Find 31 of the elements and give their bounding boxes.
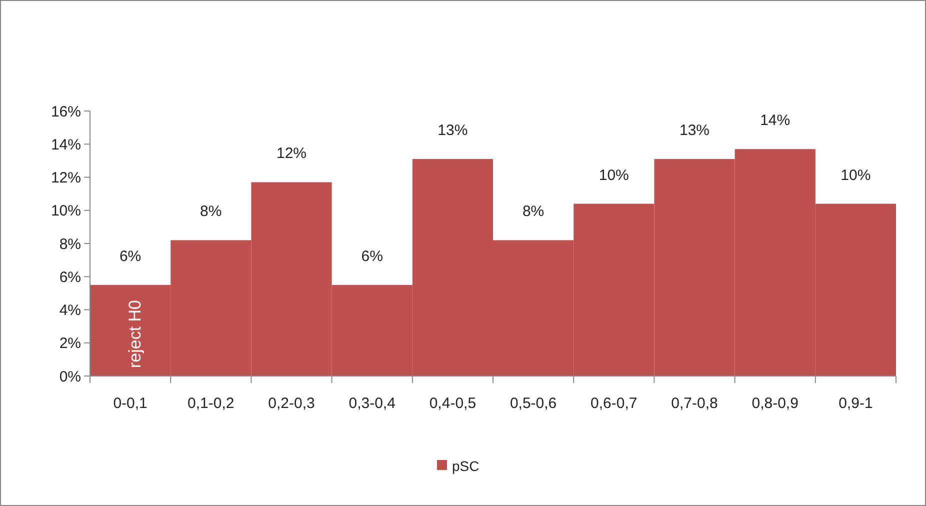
x-tick-label: 0-0,1 [113, 395, 148, 412]
data-label: 12% [276, 145, 307, 162]
y-tick-label: 2% [59, 335, 81, 352]
y-tick-label: 10% [50, 202, 81, 220]
data-label: 10% [840, 166, 871, 184]
data-label: 6% [361, 248, 383, 265]
x-tick-label: 0,4-0,5 [429, 395, 476, 412]
x-tick-label: 0,3-0,4 [348, 395, 396, 412]
y-tick-label: 0% [59, 368, 81, 386]
data-label: 13% [679, 122, 710, 140]
y-tick-label: 8% [59, 236, 81, 253]
x-tick-label: 0,7-0,8 [671, 395, 718, 412]
x-tick-label: 0,9-1 [838, 395, 873, 412]
data-label: 14% [760, 112, 790, 130]
x-tick-label: 0,2-0,3 [268, 395, 315, 412]
x-tick-label: 0,5-0,6 [510, 395, 557, 412]
y-tick-label: 12% [50, 170, 81, 186]
data-label: 8% [200, 203, 222, 220]
legend-label: pSC [452, 458, 480, 474]
y-tick-label: 14% [50, 136, 81, 154]
y-tick-label: 4% [59, 302, 81, 319]
data-label: 10% [598, 166, 629, 184]
x-tick-label: 0,8-0,9 [752, 395, 798, 412]
x-tick-label: 0,1-0,2 [188, 395, 234, 412]
data-label: 8% [522, 203, 544, 220]
y-tick-label: 16% [50, 103, 81, 120]
annotation: reject H0 [125, 300, 144, 368]
data-label: 6% [119, 248, 142, 265]
y-tick-label: 6% [59, 268, 81, 286]
x-tick-label: 0,6-0,7 [590, 395, 638, 412]
data-label: 13% [438, 122, 468, 140]
